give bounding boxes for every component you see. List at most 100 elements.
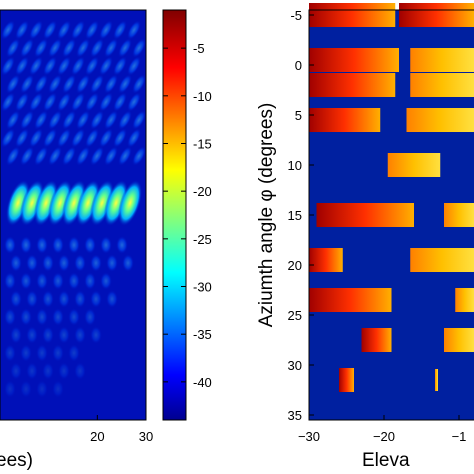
fringe-upper [62,74,76,94]
fringe-upper [48,110,62,130]
fringe-lower [90,326,102,344]
fringe-lower [10,326,22,344]
fringe-upper [90,146,104,166]
bar-segment [309,108,381,132]
fringe-lower [20,308,32,326]
fringe-upper [127,92,141,112]
fringe-upper [15,20,29,40]
fringe-upper [99,56,113,76]
colorbar-tick-label: -10 [193,89,212,104]
fringe-lower [26,362,38,380]
fringe-upper [127,128,141,148]
right-y-tick-label: 5 [295,108,302,123]
fringe-main [47,179,73,227]
fringe-lower [68,344,80,362]
fringe-lower [26,254,38,272]
fringe-upper [6,110,20,130]
fringe-lower [106,290,118,308]
right-y-tick-label: 20 [288,258,302,273]
fringe-lower [74,290,86,308]
fringe-main [33,179,59,227]
fringe-upper [20,146,34,166]
fringe-upper [62,110,76,130]
fringe-upper [113,92,127,112]
fringe-upper [20,110,34,130]
fringe-lower [90,290,102,308]
bar-segment [361,328,392,352]
fringe-lower [4,380,16,398]
left-axes-frame [0,9,147,421]
fringe-upper [1,56,16,76]
fringe-lower [20,272,32,290]
fringe-upper [48,146,63,166]
fringe-lower [52,272,64,290]
fringe-lower [68,272,80,290]
fringe-lower [4,308,16,326]
fringe-upper [118,146,132,166]
bar-segment [387,153,441,177]
fringe-upper [71,128,85,148]
fringe-lower [36,380,48,398]
fringe-lower [52,308,64,326]
fringe-lower [74,362,86,380]
fringe-upper [113,56,127,76]
fringe-upper [15,92,29,112]
right-heatmap: -5 0 5 10 15 20 25 30 35 −30 −20 −1 Aziumth angle … [256,3,474,471]
fringe-lower [68,308,80,326]
fringe-upper [118,38,132,58]
fringe-lower [42,290,54,308]
fringe-lower [52,380,64,398]
left-x-tick-label: 20 [90,429,104,444]
fringe-upper [76,146,90,166]
fringe-lower [68,236,80,254]
bar-segment [309,248,343,272]
fringe-upper [6,146,20,166]
fringe-lower [42,362,54,380]
fringe-upper [99,128,113,148]
bar-segment [339,368,354,392]
fringe-lower [10,290,22,308]
left-heatmap: 20 30 ees) [0,9,153,471]
bar-segment [309,288,392,312]
bar-segment [309,3,396,27]
fringe-upper [99,92,113,112]
bar-segment [444,203,474,227]
fringe-upper [29,56,43,76]
fringe-upper [1,92,15,112]
fringe-upper [104,146,118,166]
right-y-tick-label: 15 [288,208,302,223]
colorbar-tick-label: -15 [193,136,212,151]
fringe-upper [85,20,99,40]
fringe-main [75,179,101,227]
right-x-tick-label: −1 [452,429,467,444]
fringe-main [5,179,31,227]
fringe-lower [20,344,32,362]
fringe-upper [20,38,34,58]
fringe-lower [4,236,16,254]
fringe-upper [43,20,57,40]
right-y-tick-label: 25 [288,308,302,323]
fringe-upper [104,38,118,58]
fringe-upper [34,74,48,94]
fringe-lower [36,308,48,326]
fringe-main [61,179,87,227]
fringe-upper [113,20,127,40]
fringe-upper [29,20,43,40]
fringe-upper [104,110,118,130]
bar-segment [410,248,474,272]
fringe-upper [90,74,104,94]
fringe-upper [57,92,71,112]
right-x-label: Eleva [362,450,410,471]
fringe-lower [26,290,38,308]
fringe-lower [74,254,86,272]
fringe-lower [106,254,118,272]
right-x-tick-label: −20 [373,429,395,444]
fringe-upper [15,128,30,148]
colorbar-frame [162,9,187,421]
bar-segment [410,73,474,97]
fringe-lower [10,362,22,380]
right-y-tick-label: 35 [288,408,302,423]
left-x-tick-label: 30 [139,429,153,444]
fringe-upper [132,110,146,130]
fringe-upper [85,92,99,112]
